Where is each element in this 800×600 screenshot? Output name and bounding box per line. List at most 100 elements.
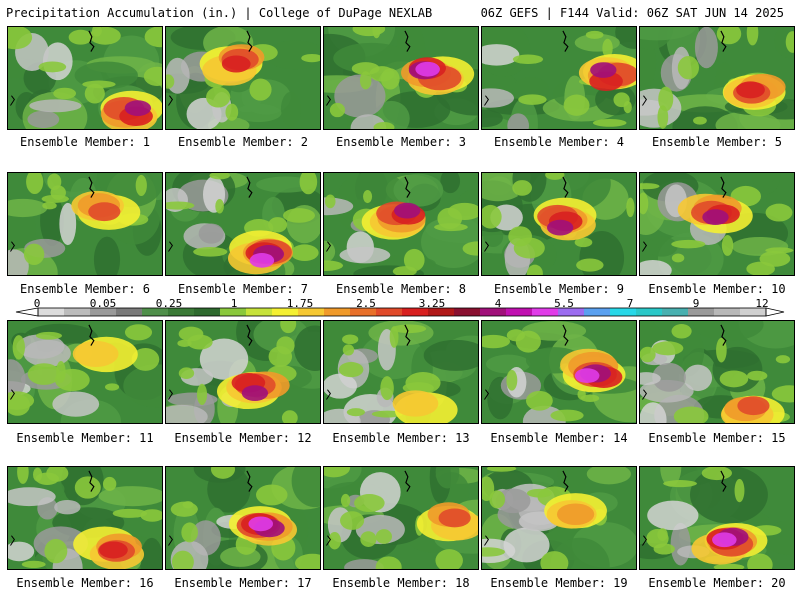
coastline [10,535,15,546]
lake-outline [88,30,95,52]
precip-contour [334,74,386,118]
precip-contour [210,467,236,479]
precip-contour [389,326,399,348]
precip-contour [324,467,351,478]
colorbar-swatch [428,308,455,316]
colorbar-swatch [662,308,689,316]
precip-contour [193,246,228,257]
precip-contour [74,476,101,499]
precip-contour [8,541,35,562]
lake-outline [88,470,95,492]
precip-contour [512,180,532,196]
precip-contour [669,327,705,377]
ensemble-member-label: Ensemble Member: 5 [651,135,783,149]
ensemble-member-label: Ensemble Member: 15 [648,431,786,445]
ensemble-member-map [165,26,321,130]
precip-contour [380,68,400,90]
coastline [642,389,647,400]
precip-contour [556,503,595,526]
precip-contour [27,363,61,385]
colorbar-swatch [688,308,715,316]
precip-contour [351,62,380,75]
ensemble-member-label: Ensemble Member: 18 [332,576,470,590]
precip-contour [283,208,315,223]
ensemble-member-label: Ensemble Member: 13 [332,431,470,445]
ensemble-member-label: Ensemble Member: 4 [493,135,625,149]
precip-contour [93,236,121,275]
precip-contour [506,369,518,391]
precip-contour [671,239,706,249]
lake-outline [720,470,727,492]
precip-contour [438,508,471,528]
precip-contour [512,54,544,65]
precip-contour [771,385,794,403]
precip-contour [47,173,62,191]
precip-contour [324,194,336,209]
precip-contour [346,408,365,417]
ensemble-member-label: Ensemble Member: 7 [177,282,309,296]
ensemble-member-map [323,466,479,570]
precip-contour [391,324,427,334]
precip-contour [38,61,67,73]
precip-contour [199,338,249,380]
precip-contour [712,532,737,548]
precip-contour [170,501,198,517]
precip-contour [482,88,515,108]
precip-contour [8,27,33,50]
colorbar-swatch [454,308,481,316]
precip-contour [640,27,696,41]
ensemble-member-map [481,172,637,276]
coastline [168,535,173,546]
precip-contour [102,476,117,491]
precip-contour [486,467,517,472]
precip-contour [68,29,93,45]
coastline [642,95,647,106]
precip-contour [671,324,692,339]
ensemble-member-map [481,466,637,570]
precip-contour [602,38,613,58]
precipitation-field [640,27,794,129]
precip-contour [280,91,302,128]
precip-contour [44,538,68,564]
precip-contour [683,364,713,392]
ensemble-member-map [639,466,795,570]
precip-contour [640,260,672,275]
colorbar-tick-label: 3.25 [418,297,446,310]
colorbar-swatch [532,308,559,316]
precip-contour [392,266,417,275]
ensemble-member-map [481,320,637,424]
lake-outline [404,324,411,346]
precip-contour [546,219,574,236]
precip-contour [12,335,25,360]
precip-contour [8,249,29,275]
precip-contour [482,476,495,502]
precip-contour [515,330,541,353]
precip-contour [225,103,239,121]
colorbar-swatch [506,308,533,316]
precip-contour [540,551,569,569]
ensemble-member-label: Ensemble Member: 20 [648,576,786,590]
ensemble-member-label: Ensemble Member: 9 [493,282,625,296]
precip-contour [775,355,791,364]
precip-contour [613,92,630,108]
precip-contour [746,27,759,46]
lake-outline [246,324,253,346]
coastline [484,95,489,106]
ensemble-member-map [7,320,163,424]
precipitation-field [8,321,162,423]
precip-contour [719,370,749,388]
colorbar-swatch [610,308,637,316]
precip-contour [677,56,700,80]
precip-contour [248,516,274,532]
colorbar-swatch [376,308,403,316]
precip-contour [342,344,355,356]
precip-contour [29,99,82,113]
lake-outline [88,324,95,346]
lake-outline [246,30,253,52]
precip-contour [88,202,121,222]
precip-contour [673,406,709,423]
precip-contour [640,192,649,215]
precip-contour [666,94,744,113]
precip-contour [104,383,120,391]
colorbar-swatch [194,308,221,316]
